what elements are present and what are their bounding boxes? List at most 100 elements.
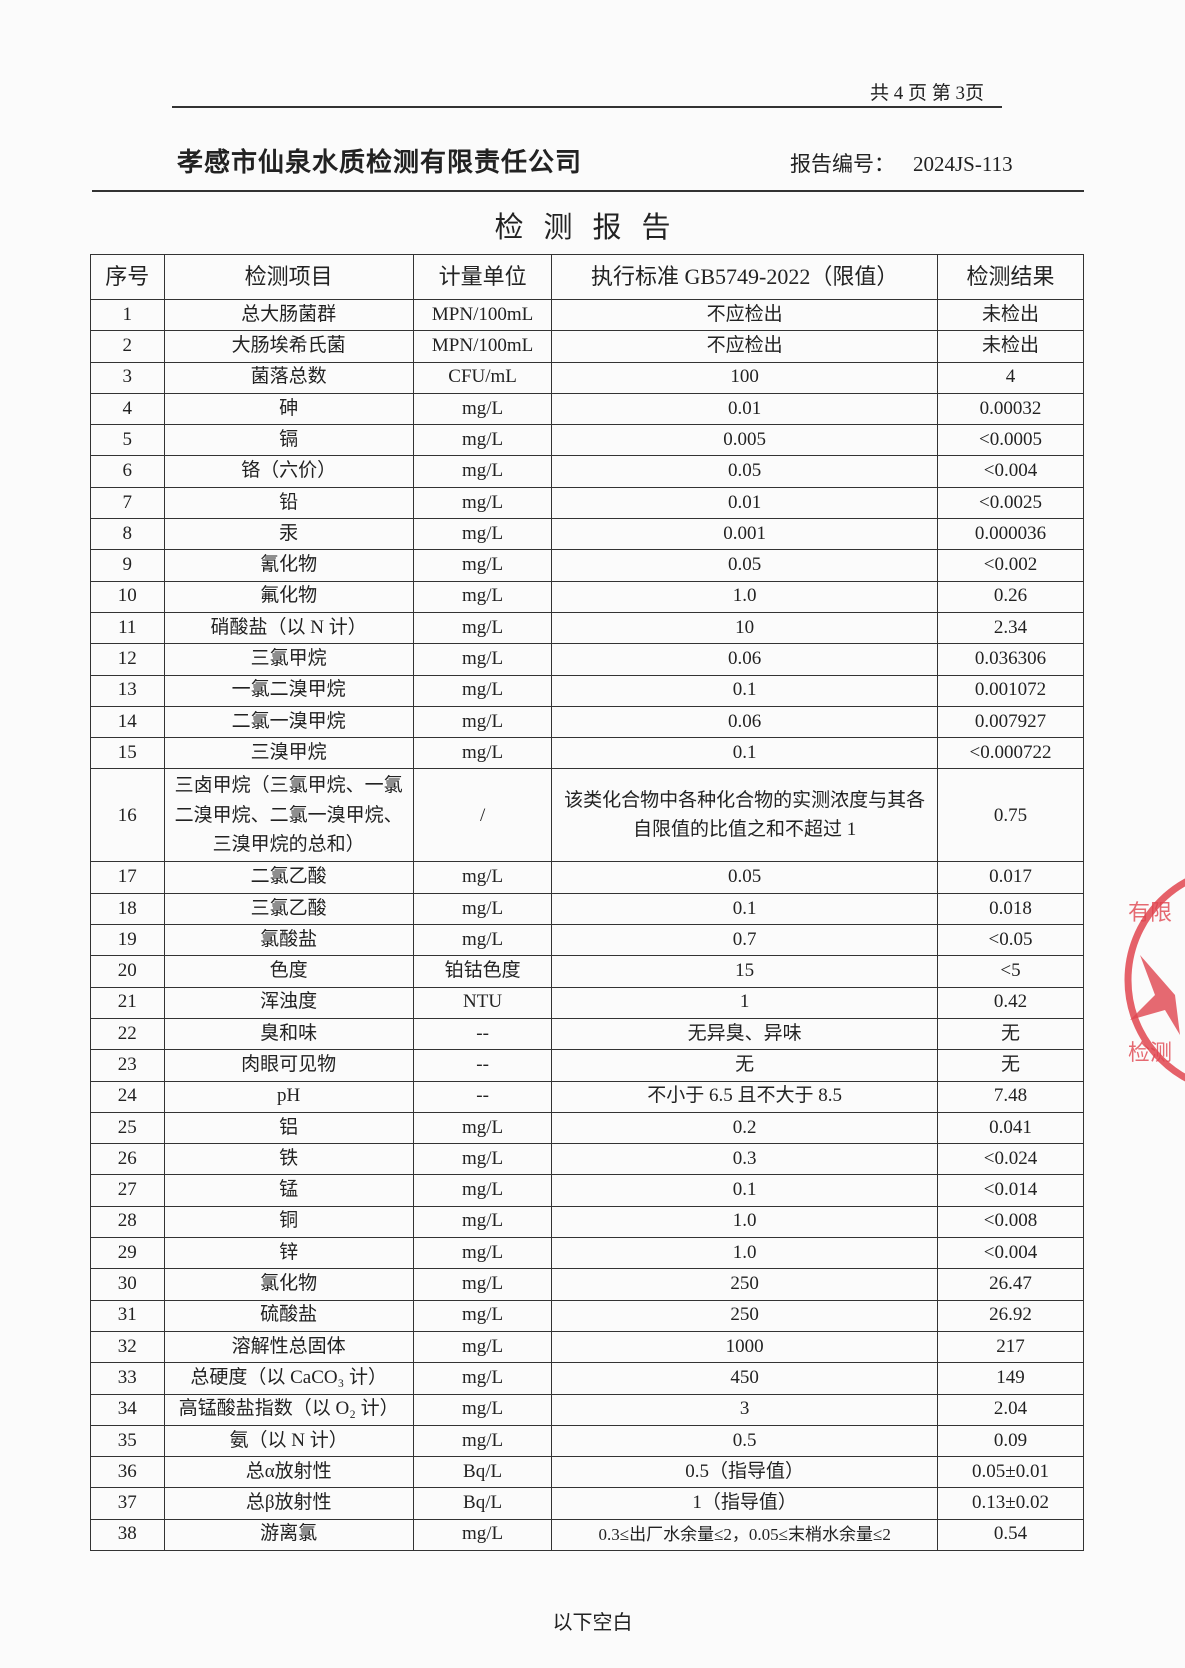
standard-limit: 0.1 bbox=[551, 892, 939, 926]
row-number: 35 bbox=[90, 1424, 165, 1458]
test-result: 2.04 bbox=[937, 1393, 1084, 1426]
standard-limit: 3 bbox=[551, 1393, 939, 1426]
standard-limit: 250 bbox=[551, 1299, 939, 1332]
unit: mg/L bbox=[412, 892, 553, 926]
standard-limit: 0.05 bbox=[551, 549, 939, 582]
test-result: 0.05±0.01 bbox=[937, 1456, 1084, 1489]
row-number: 10 bbox=[90, 580, 165, 613]
unit: mg/L bbox=[412, 1424, 553, 1458]
test-item: 氨（以 N 计） bbox=[163, 1424, 414, 1458]
table-row: 34 高锰酸盐指数（以 O₂ 计） mg/L 3 2.04 bbox=[90, 1393, 1084, 1426]
unit: mg/L bbox=[412, 580, 553, 613]
standard-limit: 1 bbox=[551, 986, 939, 1019]
test-item: 高锰酸盐指数（以 O₂ 计） bbox=[163, 1393, 414, 1426]
table-row: 22 臭和味 -- 无异臭、异味无 bbox=[90, 1017, 1084, 1051]
test-result: 26.47 bbox=[937, 1268, 1084, 1301]
page-info: 共 4 页 第 3页 bbox=[870, 83, 985, 104]
standard-limit: 250 bbox=[551, 1268, 939, 1301]
standard-limit: 450 bbox=[551, 1362, 939, 1395]
test-result: 0.75 bbox=[937, 768, 1084, 863]
unit: mg/L bbox=[412, 1237, 553, 1270]
test-result: 0.001072 bbox=[937, 674, 1084, 707]
test-result: 0.54 bbox=[937, 1518, 1084, 1551]
row-number: 8 bbox=[90, 518, 165, 551]
row-number: 26 bbox=[90, 1143, 165, 1176]
standard-limit: 0.1 bbox=[551, 737, 939, 770]
unit: mg/L bbox=[412, 455, 553, 488]
row-number: 36 bbox=[90, 1456, 165, 1489]
standard-limit: 0.01 bbox=[551, 392, 939, 426]
unit: mg/L bbox=[412, 1143, 553, 1176]
row-number: 24 bbox=[90, 1080, 165, 1113]
row-number: 34 bbox=[90, 1393, 165, 1426]
test-item: 总大肠菌群 bbox=[163, 298, 414, 332]
unit: MPN/100mL bbox=[412, 298, 553, 332]
test-item: 三溴甲烷 bbox=[163, 737, 414, 770]
unit: mg/L bbox=[412, 611, 553, 645]
table-row: 35 氨（以 N 计） mg/L 0.5 0.09 bbox=[90, 1424, 1084, 1458]
row-number: 20 bbox=[90, 955, 165, 988]
table-row: 15 三溴甲烷 mg/L 0.1 <0.000722 bbox=[90, 737, 1084, 770]
standard-limit: 0.05 bbox=[551, 861, 939, 894]
test-item: 锌 bbox=[163, 1237, 414, 1270]
row-number: 28 bbox=[90, 1205, 165, 1239]
table-row: 36 总α放射性 Bq/L 0.5（指导值） 0.05±0.01 bbox=[90, 1456, 1084, 1489]
unit: mg/L bbox=[412, 924, 553, 957]
test-item: 铬（六价） bbox=[163, 455, 414, 488]
test-result: 无 bbox=[937, 1049, 1084, 1082]
test-item: 砷 bbox=[163, 392, 414, 426]
test-result: 4 bbox=[937, 361, 1084, 394]
table-row: 25 铝 mg/L 0.2 0.041 bbox=[90, 1111, 1084, 1145]
unit: -- bbox=[412, 1049, 553, 1082]
end-note: 以下空白 bbox=[552, 1612, 633, 1634]
unit: mg/L bbox=[412, 1330, 553, 1364]
unit: -- bbox=[412, 1080, 553, 1113]
unit: CFU/mL bbox=[412, 361, 553, 394]
row-number: 17 bbox=[90, 861, 165, 894]
column-header: 计量单位 bbox=[412, 254, 553, 300]
test-item: 硫酸盐 bbox=[163, 1299, 414, 1332]
test-result: 0.42 bbox=[937, 986, 1084, 1019]
row-number: 9 bbox=[90, 549, 165, 582]
test-result: 149 bbox=[937, 1362, 1084, 1395]
test-item: 硝酸盐（以 N 计） bbox=[163, 611, 414, 645]
standard-limit: 1000 bbox=[551, 1330, 939, 1364]
table-row: 31 硫酸盐 mg/L 250 26.92 bbox=[90, 1299, 1084, 1332]
test-item: 溶解性总固体 bbox=[163, 1330, 414, 1364]
table-row: 37 总β放射性 Bq/L 1（指导值） 0.13±0.02 bbox=[90, 1487, 1084, 1520]
table-row: 29 锌 mg/L 1.0 <0.004 bbox=[90, 1237, 1084, 1270]
test-item: 总β放射性 bbox=[163, 1487, 414, 1520]
test-item: 铝 bbox=[163, 1111, 414, 1145]
svg-text:有限: 有限 bbox=[1128, 901, 1172, 926]
test-result: 7.48 bbox=[937, 1080, 1084, 1113]
standard-limit: 该类化合物中各种化合物的实测浓度与其各自限值的比值之和不超过 1 bbox=[551, 768, 939, 863]
unit: mg/L bbox=[412, 1268, 553, 1301]
table-row: 28 铜 mg/L 1.0 <0.008 bbox=[90, 1205, 1084, 1239]
test-result: 2.34 bbox=[937, 611, 1084, 645]
table-row: 23 肉眼可见物 -- 无无 bbox=[90, 1049, 1084, 1082]
company-seal: 有限 检测 bbox=[1124, 878, 1185, 1082]
table-row: 24 pH -- 不小于 6.5 且不大于 8.5 7.48 bbox=[90, 1080, 1084, 1113]
column-header: 序号 bbox=[90, 254, 165, 300]
unit: NTU bbox=[412, 986, 553, 1019]
column-header: 执行标准 GB5749-2022（限值） bbox=[551, 254, 939, 300]
row-number: 5 bbox=[90, 424, 165, 457]
standard-limit: 0.001 bbox=[551, 518, 939, 551]
test-item: 总α放射性 bbox=[163, 1456, 414, 1489]
row-number: 29 bbox=[90, 1237, 165, 1270]
test-item: 二氯乙酸 bbox=[163, 861, 414, 894]
test-result: 0.041 bbox=[937, 1111, 1084, 1145]
standard-limit: 1.0 bbox=[551, 1205, 939, 1239]
row-number: 27 bbox=[90, 1174, 165, 1207]
test-result: 0.000036 bbox=[937, 518, 1084, 551]
test-item: 镉 bbox=[163, 424, 414, 457]
standard-limit: 10 bbox=[551, 611, 939, 645]
unit: mg/L bbox=[412, 674, 553, 707]
test-result: 0.007927 bbox=[937, 705, 1084, 739]
row-number: 22 bbox=[90, 1017, 165, 1051]
row-number: 25 bbox=[90, 1111, 165, 1145]
test-item: 铜 bbox=[163, 1205, 414, 1239]
table-row: 26 铁 mg/L 0.3 <0.024 bbox=[90, 1143, 1084, 1176]
standard-limit: 不应检出 bbox=[551, 298, 939, 332]
test-item: 铁 bbox=[163, 1143, 414, 1176]
